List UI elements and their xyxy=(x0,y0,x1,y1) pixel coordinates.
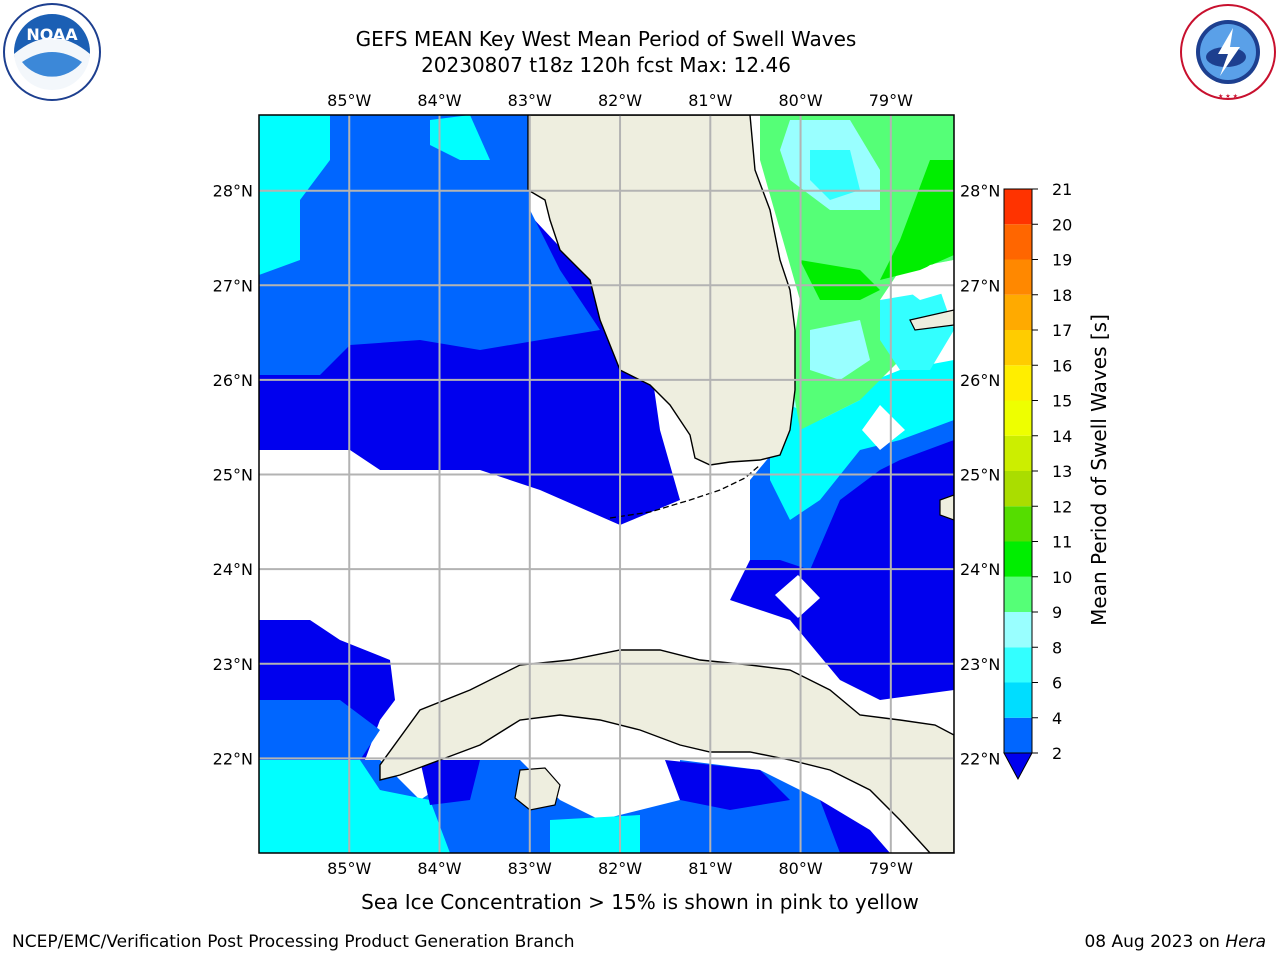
lat-label-right: 24°N xyxy=(960,560,1000,579)
lat-label-right: 23°N xyxy=(960,655,1000,674)
footer-date: 08 Aug 2023 on xyxy=(1084,932,1226,952)
colorbar-tick-label: 13 xyxy=(1052,462,1072,481)
lon-labels-top: 85°W 84°W 83°W 82°W 81°W 80°W 79°W xyxy=(327,91,913,110)
colorbar-segment xyxy=(1004,506,1032,542)
lon-label-bottom: 85°W xyxy=(327,859,371,878)
colorbar-segment xyxy=(1004,471,1032,507)
colorbar-segment xyxy=(1004,541,1032,577)
chart-subtitle: 20230807 t18z 120h fcst Max: 12.46 xyxy=(421,53,791,77)
colorbar-segment xyxy=(1004,435,1032,471)
colorbar-segment xyxy=(1004,400,1032,436)
colorbar-tick-label: 2 xyxy=(1052,744,1062,763)
lat-label-right: 28°N xyxy=(960,182,1000,201)
lon-labels-bottom: 85°W 84°W 83°W 82°W 81°W 80°W 79°W xyxy=(327,859,913,878)
colorbar-tick-label: 14 xyxy=(1052,427,1072,446)
colorbar-segment xyxy=(1004,647,1032,683)
lon-label-bottom: 84°W xyxy=(417,859,461,878)
chart-title: GEFS MEAN Key West Mean Period of Swell … xyxy=(355,27,857,51)
footer-left: NCEP/EMC/Verification Post Processing Pr… xyxy=(12,932,575,952)
lat-label-left: 22°N xyxy=(213,749,253,768)
colorbar-label: Mean Period of Swell Waves [s] xyxy=(1087,314,1111,626)
colorbar-segment xyxy=(1004,612,1032,648)
lat-label-left: 27°N xyxy=(213,276,253,295)
lon-label-bottom: 79°W xyxy=(869,859,913,878)
colorbar-tick-label: 15 xyxy=(1052,392,1072,411)
lat-label-right: 22°N xyxy=(960,749,1000,768)
colorbar-segment xyxy=(1004,682,1032,718)
colorbar-tick-label: 12 xyxy=(1052,497,1072,516)
colorbar-segment xyxy=(1004,576,1032,612)
lat-label-right: 26°N xyxy=(960,371,1000,390)
colorbar-segment xyxy=(1004,365,1032,401)
lat-label-right: 25°N xyxy=(960,466,1000,485)
map-grid xyxy=(259,115,954,853)
colorbar-tick-label: 4 xyxy=(1052,709,1062,728)
lon-label-top: 81°W xyxy=(688,91,732,110)
colorbar-segment xyxy=(1004,330,1032,366)
map-frame xyxy=(258,114,955,854)
lon-label-top: 79°W xyxy=(869,91,913,110)
lat-label-left: 23°N xyxy=(213,655,253,674)
svg-text:★ ★ ★: ★ ★ ★ xyxy=(1218,93,1238,100)
colorbar-tick-label: 8 xyxy=(1052,638,1062,657)
footer-host: Hera xyxy=(1225,932,1266,952)
land xyxy=(379,115,954,853)
colorbar-tick-label: 18 xyxy=(1052,286,1072,305)
colorbar-tick-label: 19 xyxy=(1052,251,1072,270)
lat-label-left: 24°N xyxy=(213,560,253,579)
noaa-logo: NOAA xyxy=(3,3,101,101)
lon-label-bottom: 83°W xyxy=(508,859,552,878)
nws-logo: ★ ★ ★ xyxy=(1180,4,1276,100)
lon-label-top: 85°W xyxy=(327,91,371,110)
lat-labels-right: 28°N 27°N 26°N 25°N 24°N 23°N 22°N xyxy=(960,182,1000,769)
colorbar-tick-label: 16 xyxy=(1052,356,1072,375)
colorbar-segment xyxy=(1004,294,1032,330)
lon-label-top: 83°W xyxy=(508,91,552,110)
colorbar-segment xyxy=(1004,717,1032,753)
footer-right: 08 Aug 2023 on Hera xyxy=(1084,932,1266,952)
lat-label-left: 28°N xyxy=(213,182,253,201)
colorbar-extend-min xyxy=(1003,752,1033,781)
lon-label-top: 82°W xyxy=(598,91,642,110)
lon-label-bottom: 82°W xyxy=(598,859,642,878)
colorbar-tick-label: 9 xyxy=(1052,603,1062,622)
lon-label-bottom: 81°W xyxy=(688,859,732,878)
lat-labels-left: 28°N 27°N 26°N 25°N 24°N 23°N 22°N xyxy=(213,182,253,769)
colorbar-tick-label: 11 xyxy=(1052,533,1072,552)
colorbar-tick-label: 6 xyxy=(1052,674,1062,693)
sea-ice-note: Sea Ice Concentration > 15% is shown in … xyxy=(361,890,919,914)
colorbar-tick-label: 17 xyxy=(1052,321,1072,340)
colorbar-segment xyxy=(1004,259,1032,295)
colorbar: 2 4 6 8 9 10 11 12 13 14 15 16 17 18 19 20 21 xyxy=(1003,180,1072,781)
colorbar-tick-label: 21 xyxy=(1052,180,1072,199)
noaa-logo-text: NOAA xyxy=(26,25,78,44)
colorbar-tick-label: 20 xyxy=(1052,215,1072,234)
lat-label-right: 27°N xyxy=(960,276,1000,295)
lon-label-bottom: 80°W xyxy=(778,859,822,878)
colorbar-tick-label: 10 xyxy=(1052,568,1072,587)
colorbar-segment xyxy=(1004,224,1032,260)
colorbar-segment xyxy=(1004,189,1032,225)
lat-label-left: 25°N xyxy=(213,466,253,485)
lon-label-top: 84°W xyxy=(417,91,461,110)
lat-label-left: 26°N xyxy=(213,371,253,390)
lon-label-top: 80°W xyxy=(778,91,822,110)
